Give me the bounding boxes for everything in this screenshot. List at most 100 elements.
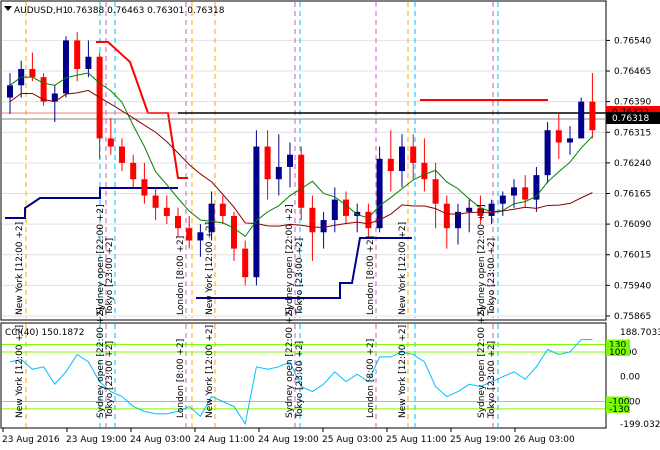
session-label: Tokyo [23:00 +2]	[487, 341, 497, 419]
price-tick-label: 0.75940	[614, 281, 651, 291]
cci-tick-label: -100	[620, 397, 641, 407]
session-label: Sydney open [22:00 +2]	[477, 307, 487, 418]
candle-body	[331, 199, 338, 221]
time-tick-label: 25 Aug 11:00	[386, 435, 447, 445]
candle-body	[499, 195, 506, 204]
candle-body	[466, 207, 473, 212]
session-label: Sydney open [22:00 +2]	[285, 204, 295, 315]
stop-line-up	[196, 237, 412, 299]
cci-level-tag-label: 100	[609, 348, 626, 358]
candle-body	[130, 162, 137, 180]
current-price-box	[606, 112, 660, 124]
cci-tick-label: -199.0327	[620, 420, 660, 430]
cci-line	[9, 339, 593, 426]
candle-body	[29, 68, 36, 78]
session-separators	[25, 2, 499, 427]
candle-body	[208, 203, 215, 233]
candle-body	[432, 179, 439, 204]
session-label: New York [12:00 +2]	[15, 222, 25, 315]
cci-level-tag	[606, 403, 630, 413]
candle-body	[51, 93, 58, 102]
cci-level-tag-label: -100	[609, 397, 630, 407]
candle-body	[443, 203, 450, 229]
ma-slow-line	[9, 89, 593, 228]
cci-level-tag-label: -130	[609, 405, 630, 415]
candle-body	[533, 175, 540, 200]
candle-body	[578, 101, 585, 139]
session-label: Tokyo [23:00 +2]	[487, 238, 497, 316]
candle-body	[141, 179, 148, 196]
time-tick-label: 26 Aug 03:00	[514, 435, 575, 445]
session-label: London [8:00 +2]	[176, 236, 186, 315]
cci-level-tag	[606, 396, 630, 406]
session-label: Sydney open [22:00 +2]	[285, 307, 295, 418]
cci-label: CCI(40) 150.1872	[5, 328, 85, 338]
price-tick-label: 0.76315	[614, 128, 651, 138]
price-axis: 0.76540 0.76465 0.76390 0.76315 0.76240 0.761…	[606, 36, 651, 322]
time-tick-label: 23 Aug 2016	[2, 435, 60, 445]
price-tick-label: 0.76465	[614, 67, 651, 77]
candle-body	[7, 85, 13, 98]
price-tick-label: 0.76390	[614, 98, 651, 108]
candle-body	[343, 199, 349, 216]
candle-body	[410, 146, 417, 163]
candle-body	[107, 138, 114, 147]
current-price-label: 0.76318	[612, 114, 649, 124]
candle-body	[387, 158, 394, 172]
session-label: Tokyo [23:00 +2]	[105, 341, 115, 419]
candle-body	[275, 166, 282, 180]
price-tick-label: 0.76090	[614, 220, 651, 230]
symbol-label: AUDUSD,H1	[14, 6, 68, 16]
session-label: London [8:00 +2]	[366, 236, 376, 315]
session-label: New York [12:00 +2]	[205, 325, 215, 418]
candle-body	[511, 187, 517, 196]
moving-averages	[9, 72, 593, 238]
session-label: London [8:00 +2]	[366, 339, 376, 418]
time-tick-label: 24 Aug 03:00	[130, 435, 191, 445]
session-label: New York [12:00 +2]	[398, 222, 408, 315]
candle-body	[152, 195, 159, 208]
candle-body	[119, 146, 125, 163]
candlestick-series	[7, 32, 596, 286]
main-plot-frame	[0, 0, 607, 321]
candle-body	[74, 40, 81, 69]
candle-body	[365, 211, 372, 229]
session-label: Tokyo [23:00 +2]	[295, 341, 305, 419]
session-label: Sydney open [22:00 +2]	[96, 204, 106, 315]
price-tick-label: 0.76165	[614, 189, 651, 199]
cci-level-tag	[606, 346, 630, 356]
session-label: Sydney open [22:00 +2]	[477, 204, 487, 315]
cci-tick-label: 188.7033	[620, 328, 660, 338]
session-label: New York [12:00 +2]	[398, 325, 408, 418]
candle-body	[544, 130, 551, 176]
candle-body	[197, 232, 204, 241]
candle-body	[40, 77, 47, 102]
candle-body	[264, 146, 271, 180]
candle-body	[253, 146, 260, 278]
candle-body	[63, 40, 69, 94]
session-label: Sydney open [22:00 +2]	[96, 307, 106, 418]
candle-body	[242, 248, 249, 278]
session-label: New York [12:00 +2]	[205, 222, 215, 315]
cci-level-tag-label: 130	[609, 341, 626, 351]
time-axis: 23 Aug 2016 23 Aug 19:00 24 Aug 03:00 24 Au…	[2, 428, 575, 445]
candle-body	[231, 215, 237, 249]
price-tick-label: 0.76015	[614, 251, 651, 261]
price-tick-label: 0.76240	[614, 159, 651, 169]
price-tick-label: 0.75865	[614, 312, 651, 322]
candle-body	[298, 154, 305, 208]
candle-body	[376, 158, 383, 229]
session-label: Tokyo [23:00 +2]	[295, 238, 305, 316]
triangle-down-icon[interactable]	[4, 6, 12, 11]
candle-body	[354, 211, 361, 216]
price-tick-label: 0.76540	[614, 36, 651, 46]
candle-body	[186, 228, 193, 241]
session-labels: New York [12:00 +2] Sydney open [22:00 +2…	[15, 204, 497, 419]
time-tick-label: 25 Aug 19:00	[450, 435, 511, 445]
session-label: Tokyo [23:00 +2]	[105, 238, 115, 316]
candle-body	[522, 187, 529, 200]
session-label: London [8:00 +2]	[176, 339, 186, 418]
candle-body	[455, 211, 461, 229]
ma-fast-line	[9, 72, 593, 238]
